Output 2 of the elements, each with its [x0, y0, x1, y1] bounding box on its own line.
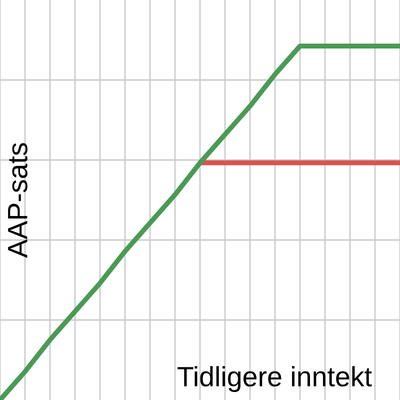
x-axis-title: Tidligere inntekt	[178, 366, 372, 392]
y-axis-title: AAP-sats	[8, 143, 28, 258]
